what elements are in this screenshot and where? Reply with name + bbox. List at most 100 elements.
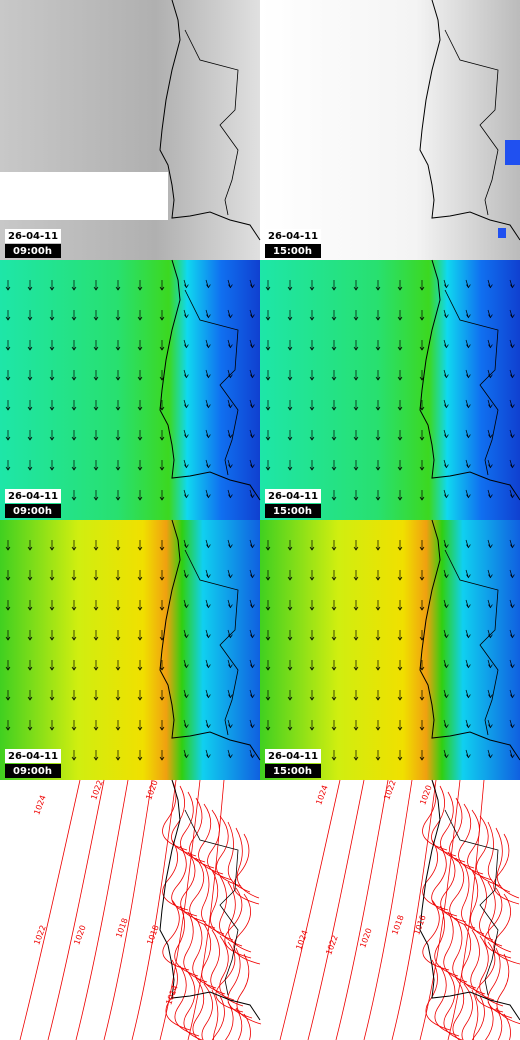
isobar [171,845,198,917]
isobar [174,905,199,977]
wind-arrow [353,430,359,441]
wind-arrow [49,720,55,731]
wind-arrow [265,370,271,381]
isobar [425,959,451,1031]
wind-arrow [115,370,121,381]
isobar [216,815,242,887]
wind-arrow [27,400,33,411]
wind-arrow [5,280,11,291]
wind-arrow [331,570,337,581]
wind-arrow [309,570,315,581]
wind-arrow [205,749,211,759]
wind-arrow [465,749,471,759]
date-box [5,489,61,503]
wind-arrow [309,460,315,471]
wind-arrow [183,369,189,379]
wind-arrow [509,659,515,669]
isobar [233,833,260,905]
wind-arrow [265,630,271,641]
wind-arrow [331,340,337,351]
isobar [475,941,504,1013]
wind-arrow [353,660,359,671]
wind-arrow [487,599,493,609]
wind-arrow [397,490,403,501]
wind-arrow [353,600,359,611]
wind-arrow [487,569,493,579]
wind-arrow [287,690,293,701]
wind-arrow [49,280,55,291]
wind-arrow [71,750,77,761]
date-label: 26-04-11 [268,491,318,502]
wind-arrow [249,749,255,759]
wind-arrow [183,749,189,759]
wind-arrow [287,280,293,291]
wind-arrow [227,569,233,579]
wind-arrow [443,539,449,549]
wind-arrow [5,660,11,671]
wind-arrow [419,490,425,501]
wind-arrow [309,630,315,641]
isobar [503,1013,511,1040]
time-label: 09:00h [13,766,52,777]
wind-arrow [509,489,515,499]
wind-arrow [71,720,77,731]
wind-arrow [137,490,143,501]
wind-arrow [419,340,425,351]
isobar [192,977,205,1040]
wind-arrow [397,280,403,291]
wind-arrow [27,460,33,471]
isobar [461,983,473,1040]
wind-arrow [419,720,425,731]
panel-row-1 [0,0,520,260]
wind-arrow [205,309,211,319]
wind-arrow [159,750,165,761]
wind-arrow [353,540,359,551]
wind-arrow [331,370,337,381]
wind-arrow [397,630,403,641]
wind-arrow [287,310,293,321]
isobar [422,839,449,911]
wind-arrow [265,310,271,321]
wind-arrow [309,430,315,441]
map-panel [5,259,261,501]
isobar [431,785,457,857]
wind-arrow [227,719,233,729]
isobar [201,923,226,995]
wind-arrow [331,690,337,701]
wind-arrow [159,340,165,351]
wind-arrow [71,340,77,351]
wind-arrow [287,400,293,411]
isobar [493,833,520,905]
wind-arrow [443,689,449,699]
wind-arrow [227,369,233,379]
isobar [452,977,465,1040]
isobar [211,989,219,1040]
wind-arrow [309,720,315,731]
wind-arrow [49,540,55,551]
isobar [235,827,260,899]
isobar [470,869,494,941]
isobar [279,779,341,1040]
wind-arrow [227,539,233,549]
wind-arrow [353,400,359,411]
wind-arrow [49,660,55,671]
wind-arrow [115,690,121,701]
wind-arrow [419,660,425,671]
wind-arrow [375,690,381,701]
isobar [458,803,484,875]
wind-arrow [27,690,33,701]
wind-arrow [93,540,99,551]
wind-arrow [159,400,165,411]
wind-arrow [465,569,471,579]
wind-arrow [465,309,471,319]
wind-arrow [509,749,515,759]
wind-arrow [465,459,471,469]
isobar [171,785,197,857]
wind-arrow [227,749,233,759]
wind-arrow [115,490,121,501]
wind-arrow [137,460,143,471]
wind-arrow [509,399,515,409]
isobar [210,929,235,1001]
wind-arrow [309,340,315,351]
wind-arrow [353,720,359,731]
